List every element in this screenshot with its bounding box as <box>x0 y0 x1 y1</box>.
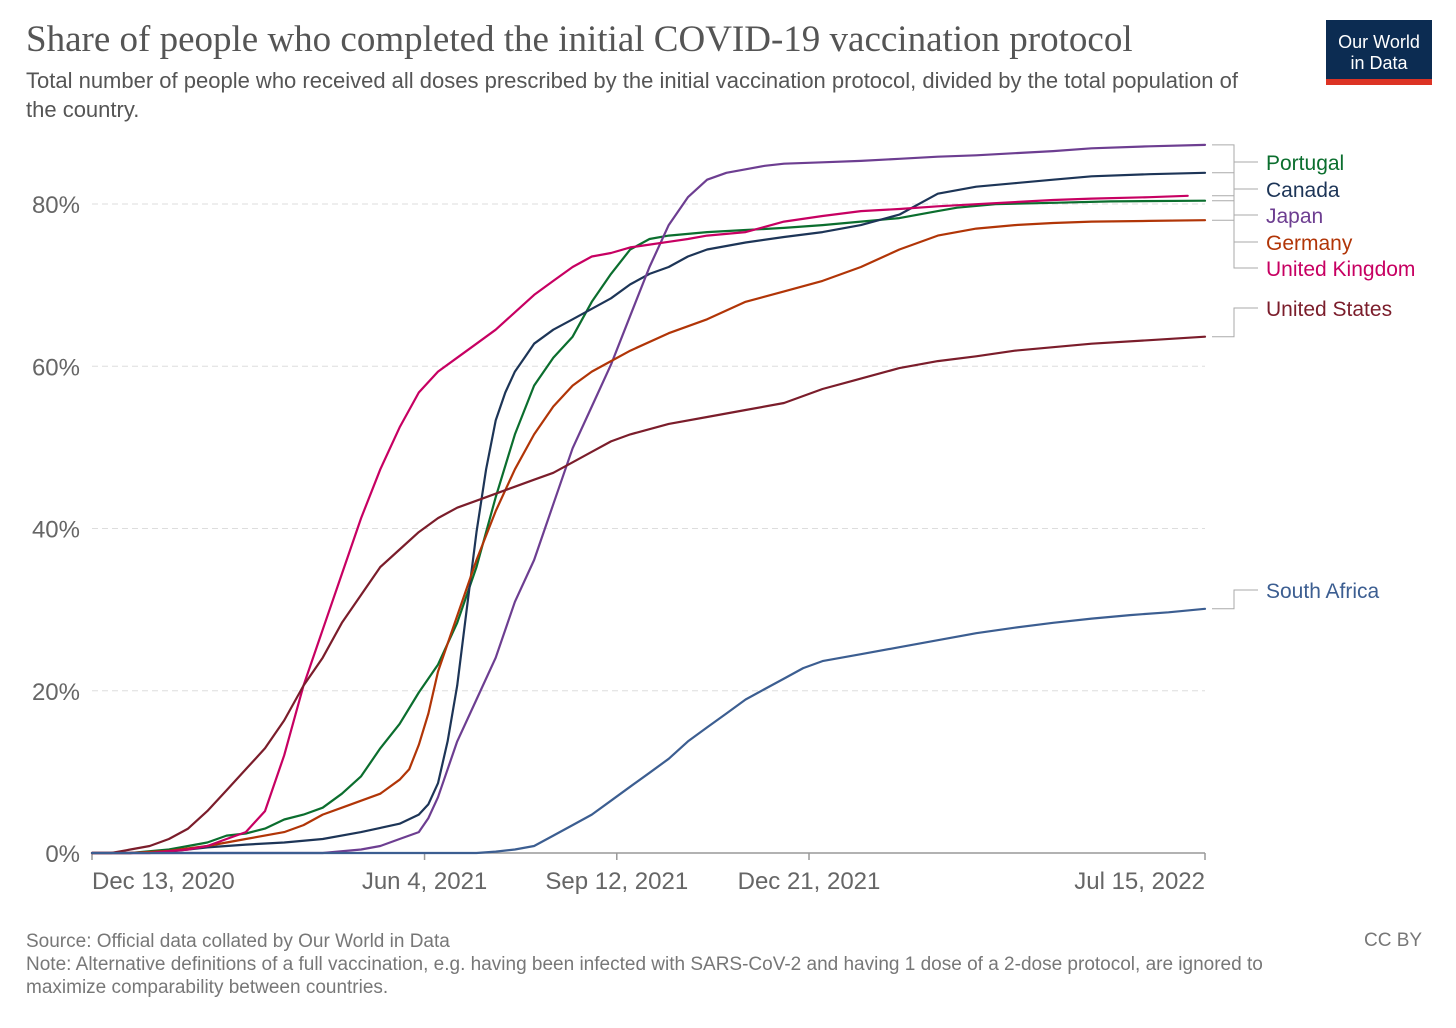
legend-connector <box>1212 307 1258 338</box>
series-line-germany[interactable] <box>90 219 1207 855</box>
legend-label-canada[interactable]: Canada <box>1266 179 1340 202</box>
chart-title: Share of people who completed the initia… <box>26 19 1133 60</box>
logo-line-2: in Data <box>1350 53 1408 73</box>
x-tick-label: Dec 21, 2021 <box>738 868 881 895</box>
x-tick-label: Jul 15, 2022 <box>1074 868 1205 895</box>
grid-layer <box>92 203 1205 692</box>
methodology-note: Note: Alternative definitions of a full … <box>26 954 1263 998</box>
chart-footer: Source: Official data collated by Our Wo… <box>26 930 1346 999</box>
axis-layer: 0% 20% 40% 60% 80% Dec 13, 2020 Jun 4, 2021 Sep… <box>32 192 1206 895</box>
y-tick-label: 40% <box>32 517 80 544</box>
source-note: Source: Official data collated by Our Wo… <box>26 931 450 952</box>
x-tick-label: Sep 12, 2021 <box>545 868 688 895</box>
series-layer[interactable] <box>90 143 1207 855</box>
legend-label-south-africa[interactable]: South Africa <box>1266 580 1380 603</box>
legend-connector <box>1212 219 1258 243</box>
legend-label-germany[interactable]: Germany <box>1266 232 1353 255</box>
logo-line-1: Our World <box>1338 32 1420 52</box>
series-line-japan[interactable] <box>90 143 1207 855</box>
legend-connector <box>1212 195 1258 269</box>
series-line-south-africa[interactable] <box>90 607 1207 855</box>
series-line-united-states[interactable] <box>90 335 1207 855</box>
y-tick-label: 20% <box>32 679 80 706</box>
y-tick-label: 80% <box>32 192 80 219</box>
chart-subtitle: Total number of people who received all … <box>26 68 1238 122</box>
legend-connector <box>1212 161 1258 202</box>
legend-connector <box>1212 144 1258 216</box>
series-line-canada[interactable] <box>90 171 1207 855</box>
series-line-united-kingdom[interactable] <box>90 194 1189 855</box>
legend-label-japan[interactable]: Japan <box>1266 205 1323 228</box>
legend-label-united-kingdom[interactable]: United Kingdom <box>1266 258 1415 281</box>
y-tick-label: 0% <box>45 841 80 868</box>
license-link[interactable]: CC BY <box>1364 930 1423 951</box>
legend-label-portugal[interactable]: Portugal <box>1266 152 1344 175</box>
logo-accent-bar <box>1326 79 1432 85</box>
y-tick-label: 60% <box>32 354 80 381</box>
legend-labels[interactable]: Portugal Canada Japan Germany United Kingdom… <box>1212 144 1415 610</box>
owid-logo[interactable]: Our World in Data <box>1326 20 1432 85</box>
legend-label-united-states[interactable]: United States <box>1266 298 1392 321</box>
x-tick-label: Dec 13, 2020 <box>92 868 235 895</box>
legend-connector <box>1212 589 1258 610</box>
x-tick-label: Jun 4, 2021 <box>362 868 487 895</box>
legend-connector <box>1212 172 1258 190</box>
